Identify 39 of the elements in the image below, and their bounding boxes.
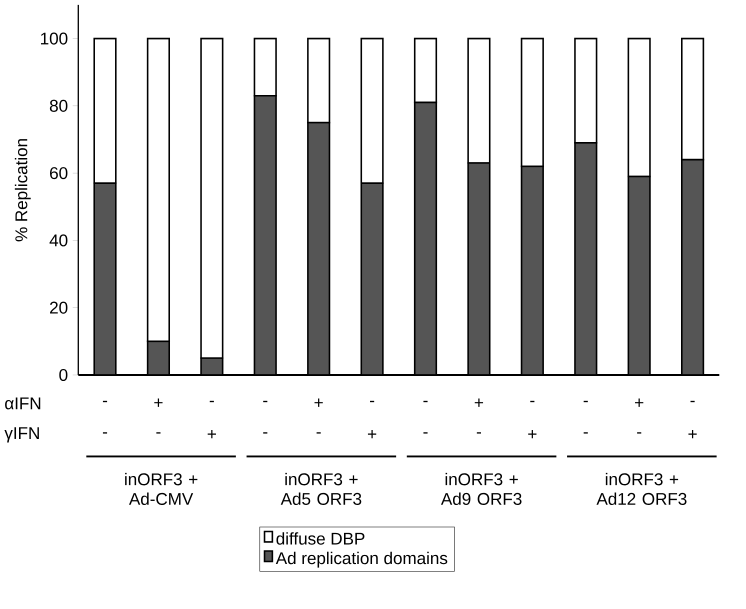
text: - [476, 432, 481, 434]
text: + [314, 398, 323, 408]
text: + [635, 398, 644, 408]
y-tick-label: 80 [50, 100, 68, 112]
text: - [102, 432, 108, 434]
y-tick-label: 20 [50, 302, 68, 314]
text: - [530, 401, 534, 402]
text: - [584, 401, 588, 402]
text: - [263, 432, 268, 434]
text: inORF3 + Ad12 ORF3 [596, 473, 686, 506]
text: αIFN [5, 398, 40, 410]
text: - [263, 401, 268, 402]
text: - [156, 432, 160, 434]
y-tick-label: 40 [50, 234, 68, 247]
text: - [584, 432, 588, 434]
text: + [474, 398, 484, 408]
text: γIFN [4, 427, 39, 443]
text: - [690, 401, 695, 402]
y-tick-label: 60 [50, 167, 68, 180]
text: inORF3 + Ad-CMV [125, 473, 198, 506]
text: - [423, 432, 428, 434]
y-tick-label: 0 [59, 369, 68, 382]
text: + [688, 430, 697, 438]
text: - [102, 401, 108, 402]
text: - [423, 401, 428, 402]
y-axis-title: % Replication [14, 139, 31, 242]
text: - [370, 401, 374, 402]
legend-label: diffuse DBP [276, 532, 364, 545]
y-tick-label: 100 [40, 32, 68, 45]
text: + [208, 430, 216, 438]
text: + [154, 398, 163, 408]
text: + [368, 430, 376, 438]
text: - [637, 432, 642, 434]
legend-label: Ad replication domains [276, 552, 448, 568]
text: inORF3 + Ad9 ORF3 [440, 473, 522, 506]
text: + [528, 430, 536, 438]
text: - [316, 432, 321, 434]
text: inORF3 + Ad5 ORF3 [280, 473, 362, 506]
text: - [210, 401, 214, 402]
